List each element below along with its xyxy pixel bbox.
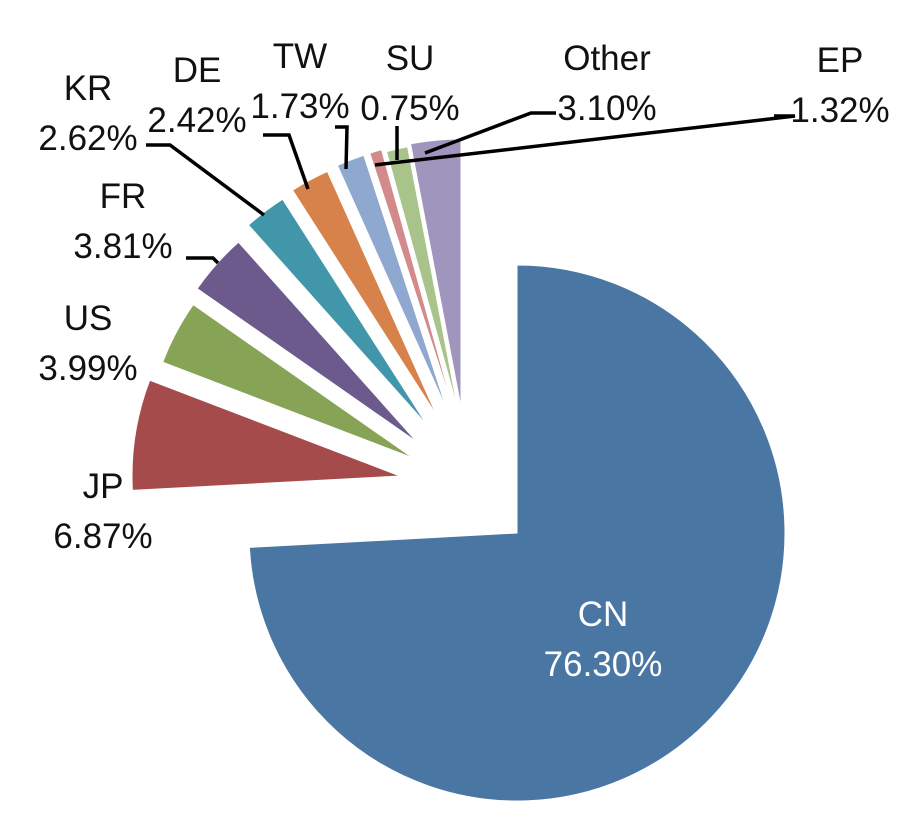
slice-de <box>291 170 438 417</box>
slice-label-value-su: 0.75% <box>360 89 459 128</box>
slice-label-name-ep: EP <box>817 41 864 80</box>
slice-label-name-su: SU <box>386 39 435 78</box>
slice-labels: CN 76.30% JP 6.87% US 3.99% FR 3.81% KR 2.62% DE 2.… <box>38 37 889 684</box>
slice-kr <box>247 198 428 426</box>
slice-label-value-other: 3.10% <box>557 89 656 128</box>
slice-label-name-us: US <box>64 299 113 338</box>
slice-other <box>409 138 462 408</box>
slice-tw <box>336 154 448 411</box>
leader-line-tw <box>335 125 349 170</box>
slice-label-name-fr: FR <box>100 177 147 216</box>
slice-cn <box>248 264 786 802</box>
slice-label-value-ep: 1.32% <box>790 91 889 130</box>
slice-label-value-fr: 3.81% <box>73 227 172 266</box>
leader-line-other <box>424 111 556 155</box>
leader-line-ep <box>374 114 796 167</box>
slice-label-name-other: Other <box>563 39 651 78</box>
label-leader-lines <box>146 111 796 265</box>
slice-label-name-jp: JP <box>83 467 124 506</box>
slice-label-value-kr: 2.62% <box>38 119 137 158</box>
slice-label-value-cn: 76.30% <box>544 645 663 684</box>
slice-us <box>162 303 414 459</box>
slice-label-name-de: DE <box>173 51 222 90</box>
slice-label-value-tw: 1.73% <box>250 87 349 126</box>
slice-label-name-cn: CN <box>578 595 629 634</box>
slice-jp <box>131 379 401 491</box>
leader-line-fr <box>186 256 220 265</box>
slice-label-value-us: 3.99% <box>38 349 137 388</box>
slice-label-value-de: 2.42% <box>147 101 246 140</box>
slice-su <box>369 149 454 409</box>
leader-line-de <box>263 133 310 190</box>
leader-line-kr <box>146 143 266 217</box>
slice-fr <box>196 241 418 443</box>
slice-label-name-tw: TW <box>273 37 327 76</box>
slice-label-value-jp: 6.87% <box>53 517 152 556</box>
pie-slices <box>131 138 786 802</box>
slice-label-name-kr: KR <box>64 69 113 108</box>
